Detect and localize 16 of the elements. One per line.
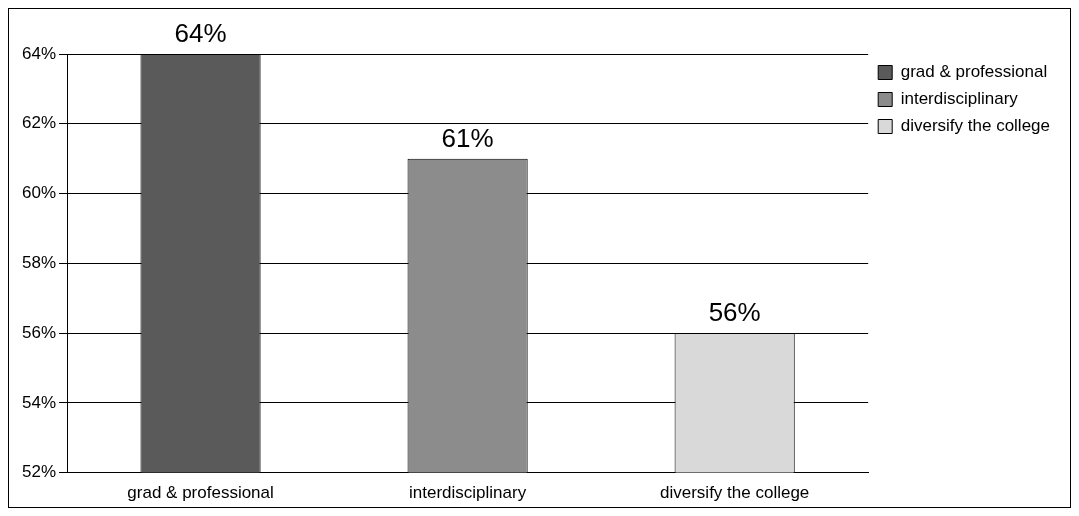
y-tick-label: 54% (21, 392, 57, 412)
legend-label: interdisciplinary (900, 89, 1019, 109)
y-tick-label: 52% (21, 462, 57, 482)
x-tick-label: grad & professional (127, 483, 274, 503)
data-label: 64% (174, 18, 227, 49)
legend-label: grad & professional (900, 62, 1048, 82)
x-tick-label: diversify the college (660, 483, 810, 503)
y-tick-label: 60% (21, 183, 57, 203)
legend-label: diversify the college (900, 116, 1051, 136)
x-tick-label: interdisciplinary (409, 483, 527, 503)
data-label: 61% (441, 122, 494, 153)
data-label: 56% (708, 297, 761, 328)
y-tick-label: 58% (21, 252, 57, 272)
y-tick-label: 56% (21, 322, 57, 342)
y-tick-label: 64% (21, 43, 57, 63)
y-tick-label: 62% (21, 113, 57, 133)
